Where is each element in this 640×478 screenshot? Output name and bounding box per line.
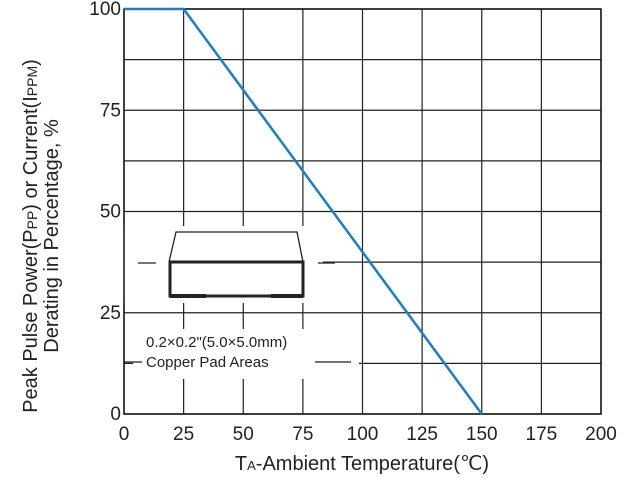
y-tick-labels: 0 25 50 75 100 bbox=[89, 0, 121, 425]
plot-frame bbox=[123, 8, 602, 415]
package-illustration bbox=[138, 231, 335, 298]
x-tick-label: 0 bbox=[119, 424, 130, 445]
annotation-size: 0.2×0.2"(5.0×5.0mm) bbox=[146, 334, 287, 351]
y-axis-title-line2: Derating in Percentage, % bbox=[41, 119, 63, 353]
derating-curve bbox=[124, 7, 483, 415]
x-axis-title: TA-Ambient Temperature(℃) bbox=[235, 453, 489, 475]
y-tick-label: 0 bbox=[110, 404, 121, 425]
y-tick-label: 25 bbox=[100, 303, 121, 324]
y-axis-title-line1: Peak Pulse Power(PPP) or Current(IPPM) bbox=[20, 59, 42, 413]
y-tick-label: 100 bbox=[89, 0, 121, 20]
x-tick-label: 125 bbox=[406, 424, 438, 445]
y-tick-label: 75 bbox=[100, 100, 121, 121]
y-tick-label: 50 bbox=[100, 202, 121, 223]
x-tick-label: 175 bbox=[526, 424, 558, 445]
package-top-outline bbox=[168, 231, 304, 263]
x-tick-label: 100 bbox=[347, 424, 379, 445]
x-tick-label: 25 bbox=[173, 424, 194, 445]
x-tick-label: 200 bbox=[585, 424, 617, 445]
x-tick-labels: 0 25 50 75 100 125 150 175 200 bbox=[119, 424, 617, 445]
inset-background bbox=[123, 226, 323, 303]
series-layer bbox=[124, 7, 483, 415]
package-body bbox=[168, 260, 305, 298]
x-tick-label: 75 bbox=[292, 424, 313, 445]
x-tick-label: 150 bbox=[466, 424, 498, 445]
annotation-background bbox=[133, 329, 359, 379]
x-tick-label: 50 bbox=[233, 424, 254, 445]
annotation-label: Copper Pad Areas bbox=[146, 354, 269, 371]
